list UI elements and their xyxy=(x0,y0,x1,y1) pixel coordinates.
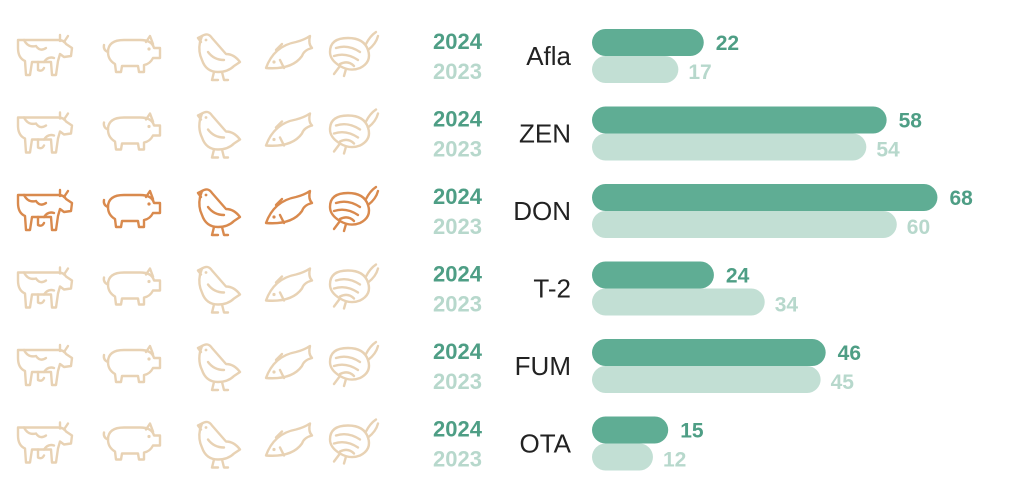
pig-icon xyxy=(102,344,162,384)
year-label-2024: 2024 xyxy=(433,107,483,132)
cow-icon xyxy=(16,421,74,464)
bar-2023 xyxy=(592,443,653,471)
chicken-icon xyxy=(196,265,242,314)
fish-icon xyxy=(264,112,314,147)
bar-2024 xyxy=(592,106,887,134)
shrimp-icon xyxy=(328,185,380,233)
fish-icon xyxy=(264,422,314,457)
chicken-icon xyxy=(196,110,242,159)
pig-icon xyxy=(102,34,162,74)
fish-icon xyxy=(264,344,314,380)
category-label: T-2 xyxy=(533,274,571,304)
value-label-2023: 54 xyxy=(876,139,900,162)
pig-icon xyxy=(102,189,162,229)
year-label-2024: 2024 xyxy=(433,29,483,54)
value-label-2024: 46 xyxy=(838,342,861,365)
shrimp-icon xyxy=(328,340,380,388)
value-label-2023: 60 xyxy=(907,216,930,239)
value-label-2023: 12 xyxy=(663,449,686,472)
bar-2024 xyxy=(592,416,669,444)
cow-icon xyxy=(16,343,74,387)
year-label-2024: 2024 xyxy=(433,417,483,442)
fish-icon xyxy=(264,34,314,70)
year-label-2023: 2023 xyxy=(433,447,482,472)
fish-icon xyxy=(264,267,314,302)
fish-icon xyxy=(264,189,314,225)
value-label-2023: 45 xyxy=(831,371,855,394)
chicken-icon xyxy=(196,420,242,469)
chicken-icon xyxy=(196,33,242,82)
year-label-2024: 2024 xyxy=(433,339,483,364)
year-label-2023: 2023 xyxy=(433,214,482,239)
value-label-2024: 58 xyxy=(899,110,923,133)
year-label-2024: 2024 xyxy=(433,184,483,209)
bar-2023 xyxy=(592,56,679,83)
bar-2024 xyxy=(592,184,938,211)
chicken-icon xyxy=(196,343,242,392)
category-label: DON xyxy=(513,196,571,226)
value-label-2024: 15 xyxy=(680,420,704,443)
bar-2023 xyxy=(592,366,821,393)
year-label-2024: 2024 xyxy=(433,262,483,287)
pig-icon xyxy=(102,112,162,151)
shrimp-icon xyxy=(328,30,380,78)
value-label-2024: 68 xyxy=(949,187,973,210)
category-label: FUM xyxy=(515,351,571,381)
value-label-2024: 24 xyxy=(726,265,750,288)
chicken-icon xyxy=(196,188,242,237)
pig-icon xyxy=(102,422,162,461)
bar-2023 xyxy=(592,133,867,161)
year-label-2023: 2023 xyxy=(433,369,482,394)
bar-2023 xyxy=(592,288,765,316)
bar-2023 xyxy=(592,211,897,238)
cow-icon xyxy=(16,188,74,232)
year-label-2023: 2023 xyxy=(433,137,482,162)
category-label: Afla xyxy=(526,41,571,71)
year-label-2023: 2023 xyxy=(433,292,482,317)
bar-2024 xyxy=(592,29,704,56)
cow-icon xyxy=(16,111,74,154)
value-label-2024: 22 xyxy=(716,32,739,55)
shrimp-icon xyxy=(328,108,380,155)
category-label: ZEN xyxy=(519,119,571,149)
bar-2024 xyxy=(592,339,826,366)
pig-icon xyxy=(102,267,162,306)
year-label-2023: 2023 xyxy=(433,59,482,84)
value-label-2023: 34 xyxy=(775,294,799,317)
cow-icon xyxy=(16,33,74,77)
cow-icon xyxy=(16,266,74,309)
value-label-2023: 17 xyxy=(688,61,711,84)
bar-2024 xyxy=(592,261,714,289)
category-label: OTA xyxy=(519,429,571,459)
shrimp-icon xyxy=(328,263,380,310)
shrimp-icon xyxy=(328,418,380,465)
